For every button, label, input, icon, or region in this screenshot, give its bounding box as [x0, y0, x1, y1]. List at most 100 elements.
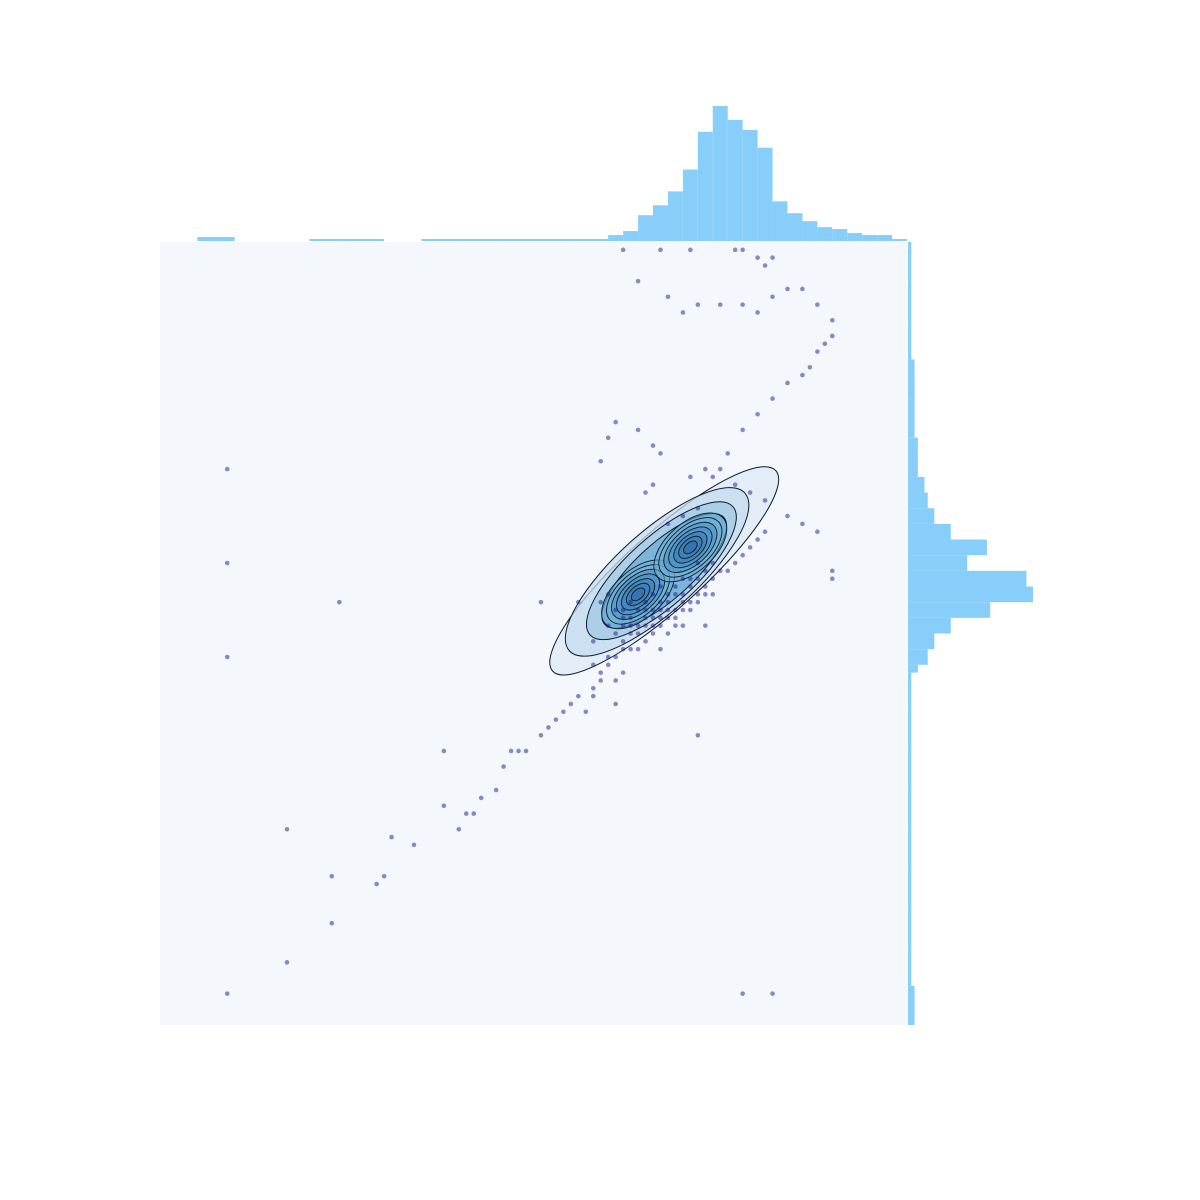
scatter-point	[695, 592, 701, 597]
marginal-x-bar	[817, 227, 833, 241]
scatter-point	[590, 686, 596, 691]
marginal-y-bar	[908, 985, 915, 1025]
scatter-point	[643, 639, 648, 644]
scatter-point	[680, 623, 686, 628]
marginal-x-bar	[638, 215, 654, 241]
scatter-point	[635, 646, 641, 652]
right-marginal-histogram	[908, 242, 1033, 1025]
scatter-point	[583, 709, 589, 715]
scatter-point	[830, 318, 835, 323]
scatter-point	[755, 310, 760, 315]
scatter-point	[695, 732, 701, 738]
scatter-point	[815, 349, 820, 354]
scatter-point	[658, 646, 663, 652]
marginal-y-bar	[908, 829, 912, 869]
scatter-point	[411, 842, 417, 848]
scatter-point	[553, 717, 559, 722]
scatter-point	[680, 592, 686, 597]
scatter-point	[658, 615, 663, 621]
marginal-y-bar	[908, 523, 951, 540]
scatter-point	[613, 654, 618, 660]
scatter-point	[441, 803, 447, 809]
scatter-point	[747, 545, 753, 550]
scatter-point	[688, 584, 693, 589]
scatter-point	[650, 443, 656, 448]
marginal-y-bar	[908, 570, 1027, 587]
scatter-point	[441, 748, 447, 754]
scatter-point	[650, 631, 656, 636]
marginal-x-bar	[832, 229, 848, 241]
scatter-point	[688, 474, 693, 480]
scatter-point	[688, 599, 693, 605]
marginal-x-bar	[309, 239, 347, 241]
scatter-point	[576, 693, 581, 699]
scatter-point	[732, 560, 738, 566]
scatter-point	[725, 568, 731, 574]
scatter-point	[755, 537, 760, 542]
scatter-point	[628, 623, 633, 628]
marginal-y-bar	[908, 602, 991, 618]
scatter-point	[770, 396, 775, 401]
scatter-point	[815, 302, 820, 307]
scatter-point	[658, 247, 663, 253]
scatter-point	[224, 560, 230, 566]
scatter-point	[673, 584, 678, 589]
scatter-point	[605, 435, 611, 441]
scatter-point	[703, 466, 708, 472]
scatter-point	[710, 560, 716, 566]
scatter-point	[389, 834, 394, 840]
scatter-point	[598, 678, 604, 683]
scatter-point	[658, 607, 663, 613]
scatter-point	[538, 732, 544, 738]
scatter-point	[695, 302, 701, 307]
scatter-point	[725, 451, 731, 456]
scatter-point	[590, 639, 596, 644]
scatter-point	[224, 991, 230, 996]
scatter-point	[643, 490, 648, 495]
marginal-y-bar	[908, 946, 912, 986]
scatter-point	[568, 701, 574, 707]
scatter-point	[546, 725, 551, 730]
scatter-point	[516, 748, 521, 754]
scatter-point	[680, 576, 686, 581]
marginal-x-bar	[877, 235, 893, 241]
scatter-point	[635, 607, 641, 613]
marginal-y-bar	[908, 476, 925, 493]
scatter-point	[628, 646, 633, 652]
scatter-point	[620, 607, 626, 613]
scatter-point	[800, 286, 805, 292]
scatter-point	[605, 623, 611, 628]
scatter-point	[650, 592, 656, 597]
scatter-point	[620, 646, 626, 652]
marginal-y-bar	[908, 555, 968, 571]
scatter-point	[620, 247, 626, 253]
scatter-point	[703, 584, 708, 589]
scatter-point	[762, 498, 768, 503]
scatter-point	[650, 623, 656, 628]
scatter-point	[493, 787, 499, 793]
scatter-point	[576, 599, 581, 605]
scatter-point	[673, 623, 678, 628]
marginal-x-bar	[623, 231, 639, 241]
marginal-x-bar	[772, 201, 788, 241]
scatter-point	[336, 599, 342, 605]
scatter-point	[695, 599, 701, 605]
marginal-x-bar	[197, 237, 235, 241]
scatter-point	[620, 615, 626, 621]
scatter-point	[478, 795, 484, 801]
scatter-point	[695, 560, 701, 566]
scatter-point	[643, 599, 648, 605]
marginal-x-bar	[847, 233, 863, 241]
scatter-point	[381, 873, 387, 879]
scatter-point	[613, 607, 618, 613]
scatter-point	[643, 607, 648, 613]
scatter-point	[463, 811, 469, 816]
scatter-point	[762, 263, 768, 268]
scatter-point	[635, 631, 641, 636]
scatter-point	[710, 474, 716, 480]
scatter-point	[471, 811, 477, 816]
scatter-point	[523, 748, 529, 754]
marginal-x-bar	[742, 129, 758, 241]
scatter-point	[613, 631, 618, 636]
scatter-point	[628, 615, 633, 621]
